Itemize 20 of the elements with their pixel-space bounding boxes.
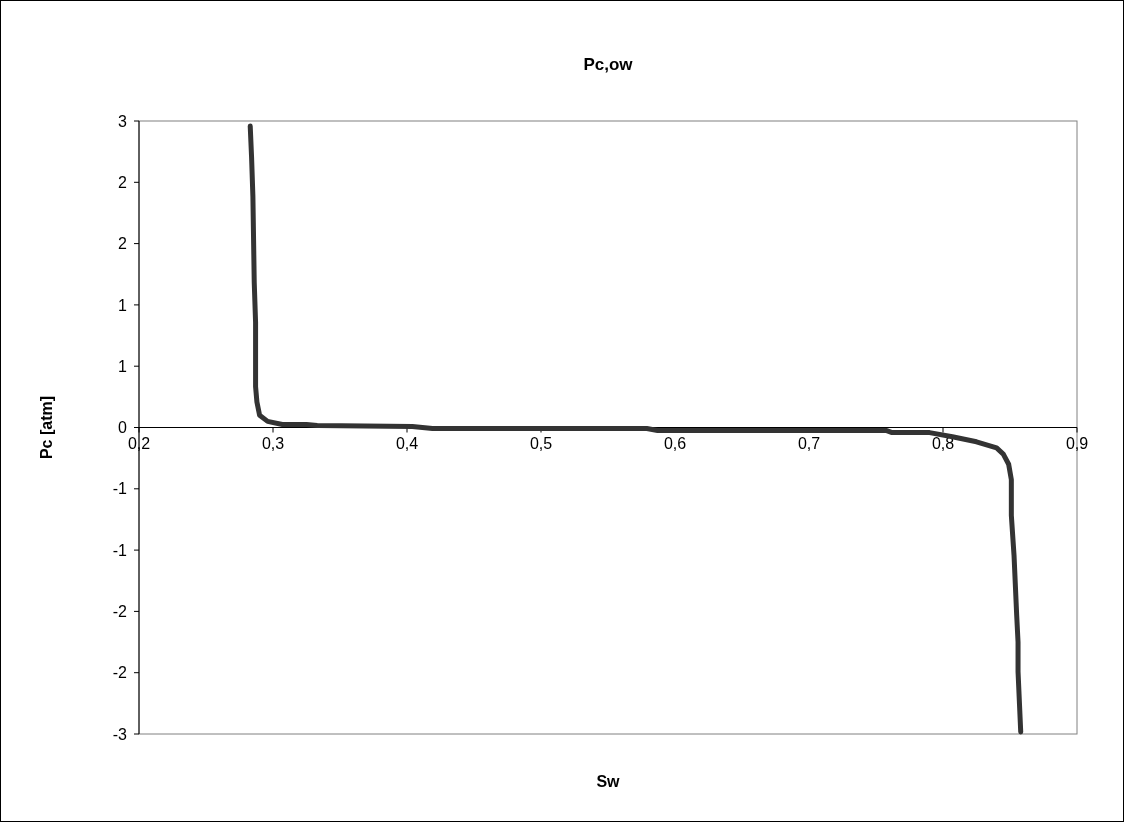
y-tick-label: 2 bbox=[118, 235, 128, 253]
y-tick-label: -3 bbox=[112, 725, 128, 743]
chart-title: Pc,ow bbox=[583, 55, 634, 74]
y-tick-label: -2 bbox=[112, 664, 128, 682]
y-tick-label: 1 bbox=[118, 296, 128, 314]
y-tick-label: 1 bbox=[118, 357, 128, 375]
y-tick-label: -1 bbox=[112, 541, 128, 559]
x-tick-label: 0,4 bbox=[395, 434, 419, 452]
y-axis-title: Pc [atm] bbox=[38, 395, 55, 460]
x-tick-label: 0,7 bbox=[797, 434, 821, 452]
y-tick-label: -2 bbox=[112, 603, 128, 620]
y-tick-label: -1 bbox=[112, 480, 128, 498]
x-tick-label: 0,3 bbox=[261, 434, 285, 452]
x-tick-label: 0,6 bbox=[663, 434, 687, 452]
x-tick-label: 0,9 bbox=[1065, 434, 1089, 452]
y-tick-label: 0 bbox=[118, 419, 128, 437]
y-tick-label: 3 bbox=[118, 112, 128, 130]
x-tick-label: 0,5 bbox=[529, 434, 553, 452]
y-tick-label: 2 bbox=[118, 173, 128, 191]
x-axis-title: Sw bbox=[596, 773, 621, 790]
